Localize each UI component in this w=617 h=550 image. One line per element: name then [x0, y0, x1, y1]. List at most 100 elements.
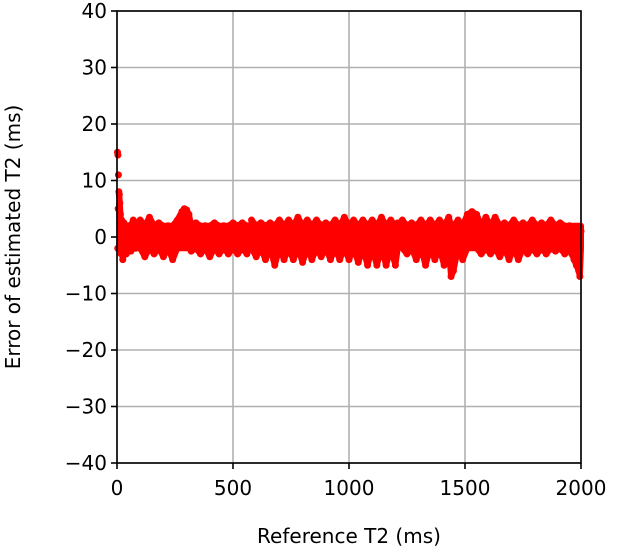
data-point [229, 219, 237, 227]
error-band-segment [248, 214, 401, 269]
data-point [116, 199, 124, 207]
y-tick-label: 20 [82, 112, 107, 136]
y-tick-label: 10 [82, 169, 107, 193]
data-point [533, 250, 541, 258]
y-tick-label: −10 [65, 282, 107, 306]
data-point [294, 213, 302, 221]
data-point [313, 216, 321, 224]
data-point [422, 261, 430, 269]
data-point [299, 258, 307, 266]
data-point [285, 216, 293, 224]
data-point [345, 256, 353, 264]
data-point [519, 219, 527, 227]
data-point [308, 256, 316, 264]
data-point [570, 256, 578, 264]
data-point [350, 216, 358, 224]
data-point [132, 244, 140, 252]
data-point [114, 151, 122, 159]
data-point [551, 247, 559, 255]
data-point [454, 216, 462, 224]
data-point [261, 256, 269, 264]
data-point [382, 261, 390, 269]
data-point [173, 216, 181, 224]
data-point [528, 216, 536, 224]
data-point [145, 213, 153, 221]
data-point [391, 261, 399, 269]
data-point [449, 267, 457, 275]
data-point [556, 219, 564, 227]
data-point [116, 210, 124, 218]
y-tick-label: 30 [82, 56, 107, 80]
data-point [417, 216, 425, 224]
data-point [289, 256, 297, 264]
data-point [500, 219, 508, 227]
data-point [435, 216, 443, 224]
data-point [359, 216, 367, 224]
x-tick-label: 0 [111, 476, 124, 500]
data-point [159, 253, 167, 261]
data-point [336, 256, 344, 264]
data-point [197, 250, 205, 258]
data-point [141, 253, 149, 261]
data-point [136, 216, 144, 224]
x-tick-label: 1000 [324, 476, 375, 500]
data-point [368, 216, 376, 224]
data-point [354, 258, 362, 266]
data-point [201, 222, 209, 230]
data-point [125, 222, 133, 230]
data-point [572, 261, 580, 269]
data-point [482, 213, 490, 221]
data-point [408, 219, 416, 227]
y-tick-label: 40 [82, 0, 107, 23]
y-tick-label: −30 [65, 395, 107, 419]
data-point [568, 250, 576, 258]
x-tick-label: 2000 [556, 476, 607, 500]
data-point [561, 250, 569, 258]
data-point [215, 250, 223, 258]
data-point [252, 253, 260, 261]
y-axis-label: Error of estimated T2 (ms) [1, 105, 25, 370]
data-point [192, 219, 200, 227]
data-point [426, 216, 434, 224]
data-point [447, 273, 455, 281]
data-point [547, 216, 555, 224]
data-point [524, 250, 532, 258]
data-point [477, 250, 485, 258]
data-point [155, 219, 163, 227]
data-point [210, 219, 218, 227]
data-point [150, 250, 158, 258]
data-point [245, 222, 253, 230]
data-point [129, 216, 137, 224]
data-point [514, 256, 522, 264]
y-tick-label: −40 [65, 451, 107, 475]
axis-ticks: 0 500 1000 1500 2000 −40 −30 −20 −10 0 10 20 30 40 [65, 0, 607, 500]
data-point [431, 256, 439, 264]
data-point [538, 219, 546, 227]
data-point [303, 216, 311, 224]
data-point [496, 253, 504, 261]
data-point [317, 253, 325, 261]
data-point [119, 256, 127, 264]
data-point [187, 247, 195, 255]
data-point [373, 261, 381, 269]
data-point [164, 222, 172, 230]
data-point [280, 256, 288, 264]
data-point [340, 213, 348, 221]
data-point [275, 216, 283, 224]
data-point [510, 216, 518, 224]
data-point [238, 219, 246, 227]
data-point [565, 222, 573, 230]
data-point [117, 250, 125, 258]
data-point [185, 210, 193, 218]
data-point [220, 222, 228, 230]
data-point [505, 256, 513, 264]
data-point [440, 261, 448, 269]
data-point [271, 261, 279, 269]
data-point [487, 250, 495, 258]
data-point [322, 219, 330, 227]
data-point [364, 261, 372, 269]
error-band-segment [116, 191, 253, 263]
data-point [403, 250, 411, 258]
error-band [116, 191, 584, 280]
data-point [542, 250, 550, 258]
